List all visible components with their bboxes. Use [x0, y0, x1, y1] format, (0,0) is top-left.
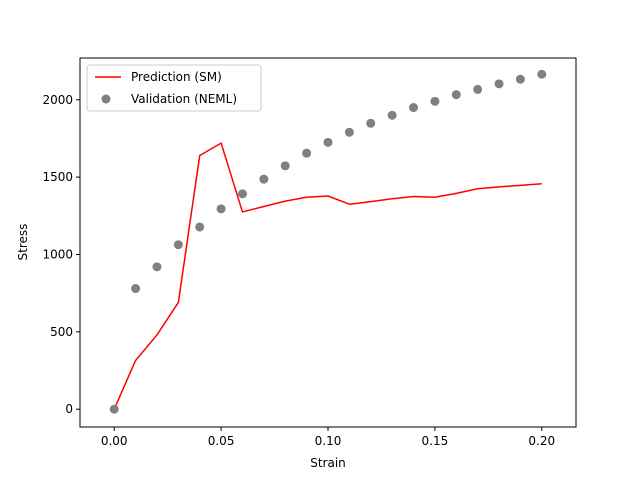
validation-point-8 — [280, 161, 290, 171]
legend-prediction-label: Prediction (SM) — [131, 70, 222, 84]
validation-point-17 — [473, 84, 483, 94]
validation-point-18 — [494, 79, 504, 89]
validation-point-2 — [152, 262, 162, 272]
validation-point-12 — [366, 118, 376, 128]
y-tick-label-2: 1000 — [42, 247, 73, 261]
validation-point-13 — [387, 110, 397, 120]
legend-frame — [86, 64, 262, 112]
prediction-line — [113, 142, 542, 410]
y-ticks: 0 500 1000 1500 2000 — [42, 93, 80, 416]
validation-point-9 — [302, 148, 312, 158]
y-tick-label-4: 2000 — [42, 93, 73, 107]
series-layer — [109, 69, 547, 414]
legend: Prediction (SM) Validation (NEML) — [86, 64, 262, 112]
validation-point-0 — [109, 404, 119, 414]
x-tick-label-3: 0.15 — [422, 434, 449, 448]
validation-point-6 — [237, 189, 247, 199]
validation-point-15 — [430, 96, 440, 106]
validation-point-16 — [451, 90, 461, 100]
x-ticks: 0.00 0.05 0.10 0.15 0.20 — [101, 427, 555, 448]
legend-validation-label: Validation (NEML) — [131, 92, 237, 106]
validation-point-7 — [259, 174, 269, 184]
x-axis-label: Strain — [310, 456, 346, 470]
validation-point-19 — [515, 74, 525, 84]
plot-area-background — [80, 58, 576, 427]
plot-frame — [79, 57, 577, 428]
validation-point-5 — [216, 204, 226, 214]
y-tick-label-0: 0 — [65, 402, 73, 416]
y-axis-label: Stress — [16, 224, 30, 261]
validation-point-1 — [131, 284, 141, 294]
x-tick-label-0: 0.00 — [101, 434, 128, 448]
validation-point-4 — [195, 222, 205, 232]
legend-validation-swatch — [101, 94, 111, 104]
y-tick-label-1: 500 — [50, 325, 73, 339]
x-tick-label-4: 0.20 — [528, 434, 555, 448]
validation-point-10 — [323, 137, 333, 147]
validation-point-20 — [537, 69, 547, 79]
x-tick-label-2: 0.10 — [315, 434, 342, 448]
x-tick-label-1: 0.05 — [208, 434, 235, 448]
validation-point-3 — [173, 240, 183, 250]
validation-point-14 — [409, 103, 419, 113]
y-tick-label-3: 1500 — [42, 170, 73, 184]
validation-point-11 — [344, 127, 354, 137]
